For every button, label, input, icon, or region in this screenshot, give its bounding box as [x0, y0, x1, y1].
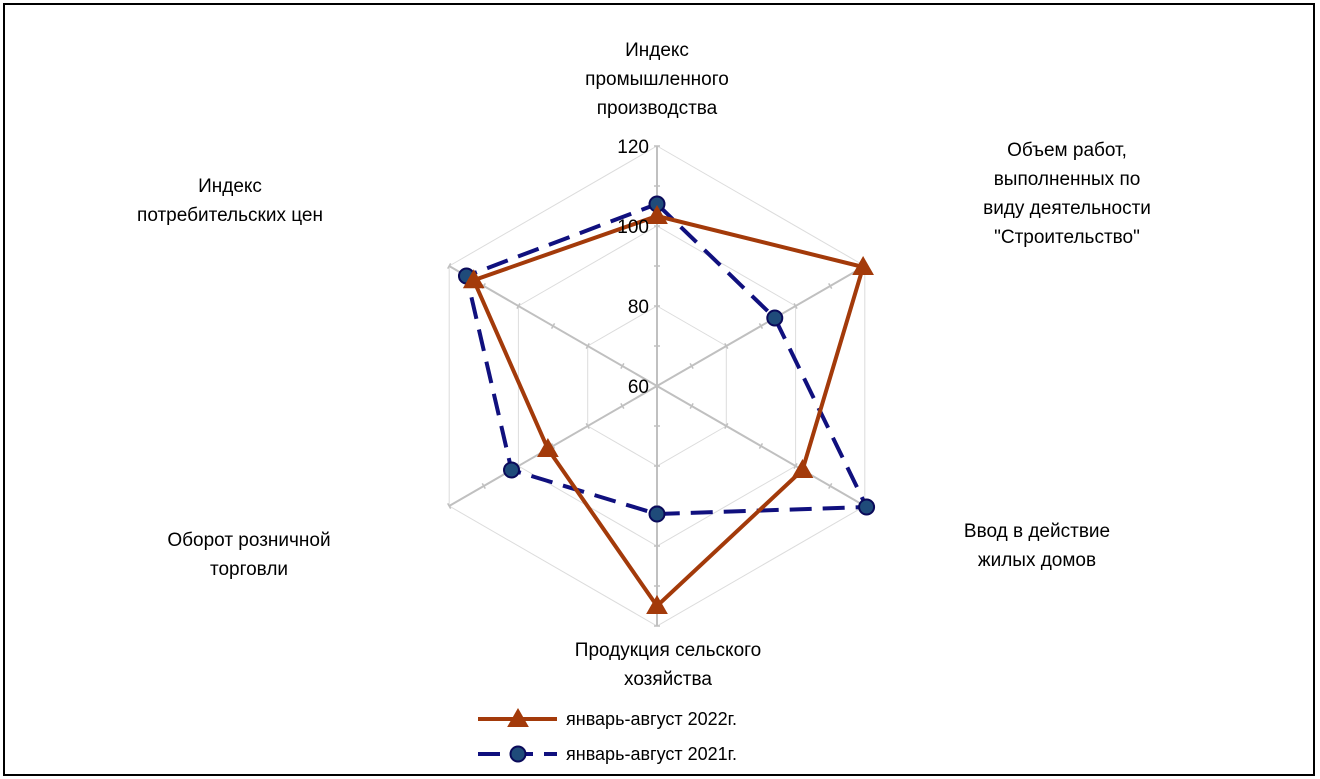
- series-layer: [457, 195, 876, 614]
- data-point: [791, 458, 814, 478]
- data-point: [858, 498, 876, 516]
- legend-label: январь-август 2022г.: [566, 709, 737, 729]
- axis-tick-mark: [550, 323, 556, 329]
- category-label: Оборот розничной торговли: [167, 530, 330, 580]
- tick-label: 80: [628, 297, 649, 318]
- legend-item: январь-август 2021г.: [478, 744, 737, 764]
- axis-tick-mark: [689, 363, 694, 369]
- category-label-line: Ввод в действие: [964, 521, 1110, 542]
- axis-tick-mark: [447, 503, 452, 509]
- data-point: [462, 269, 485, 289]
- category-label-line: промышленного: [585, 69, 729, 90]
- category-label: Индекс потребительских цен: [137, 176, 323, 226]
- category-label: Объем работ, выполненных по виду деятельно…: [983, 140, 1151, 248]
- axis-tick-mark: [724, 343, 729, 349]
- axis-tick-mark: [793, 463, 798, 469]
- category-label-line: Продукция сельского: [575, 640, 761, 661]
- axis-tick-mark: [828, 283, 833, 289]
- data-point: [537, 437, 559, 457]
- tick-labels: 60 80 100 120: [617, 137, 649, 398]
- data-point: [646, 204, 668, 224]
- data-point: [852, 255, 874, 275]
- axis-tick-mark: [758, 443, 764, 449]
- axis-tick-mark: [585, 423, 590, 429]
- axis-tick-mark: [550, 443, 556, 449]
- category-label: Индекс промышленного производства: [585, 40, 729, 119]
- category-label-line: виду деятельности: [983, 198, 1151, 219]
- axis-tick-mark: [585, 343, 590, 349]
- axis-tick-mark: [689, 403, 694, 409]
- chart-frame: [3, 3, 1315, 776]
- tick-label: 100: [617, 217, 649, 238]
- legend-label: январь-август 2021г.: [566, 744, 737, 764]
- data-point: [646, 594, 668, 614]
- axis-tick-mark: [447, 263, 452, 269]
- category-label: Ввод в действие жилых домов: [964, 521, 1110, 571]
- legend-marker: [507, 707, 529, 727]
- axis-tick-mark: [620, 363, 625, 369]
- axis-tick-mark: [516, 303, 521, 309]
- category-label-line: "Строительство": [994, 227, 1140, 248]
- category-label-line: торговли: [210, 559, 288, 580]
- category-label-line: Объем работ,: [1007, 140, 1127, 161]
- legend-item: январь-август 2022г.: [478, 707, 737, 729]
- legend: январь-август 2022г. январь-август 2021г.: [478, 707, 737, 764]
- tick-label: 120: [617, 137, 649, 158]
- category-label-line: потребительских цен: [137, 205, 323, 226]
- tick-label: 60: [628, 377, 649, 398]
- category-label: Продукция сельского хозяйства: [575, 640, 761, 690]
- data-point: [503, 461, 521, 479]
- axis-tick-mark: [828, 483, 833, 489]
- axis-tick-mark: [724, 423, 729, 429]
- category-labels: Индекс промышленного производства Объем раб…: [137, 40, 1151, 690]
- category-label-line: Индекс: [198, 176, 262, 197]
- axis-tick-mark: [481, 483, 486, 489]
- data-point: [648, 505, 666, 523]
- legend-marker: [509, 745, 527, 763]
- category-label-line: Оборот розничной: [167, 530, 330, 551]
- series-line: [470, 213, 866, 610]
- category-label-line: хозяйства: [624, 669, 712, 690]
- axis-tick-mark: [758, 323, 764, 329]
- category-label-line: производства: [597, 98, 718, 119]
- category-label-line: выполненных по: [994, 169, 1141, 190]
- data-point: [766, 309, 784, 327]
- axis-tick-mark: [793, 303, 798, 309]
- series-2: [457, 195, 876, 523]
- series-1: [462, 204, 874, 614]
- category-label-line: Индекс: [625, 40, 689, 61]
- category-label-line: жилых домов: [978, 550, 1096, 571]
- axis-tick-mark: [620, 403, 625, 409]
